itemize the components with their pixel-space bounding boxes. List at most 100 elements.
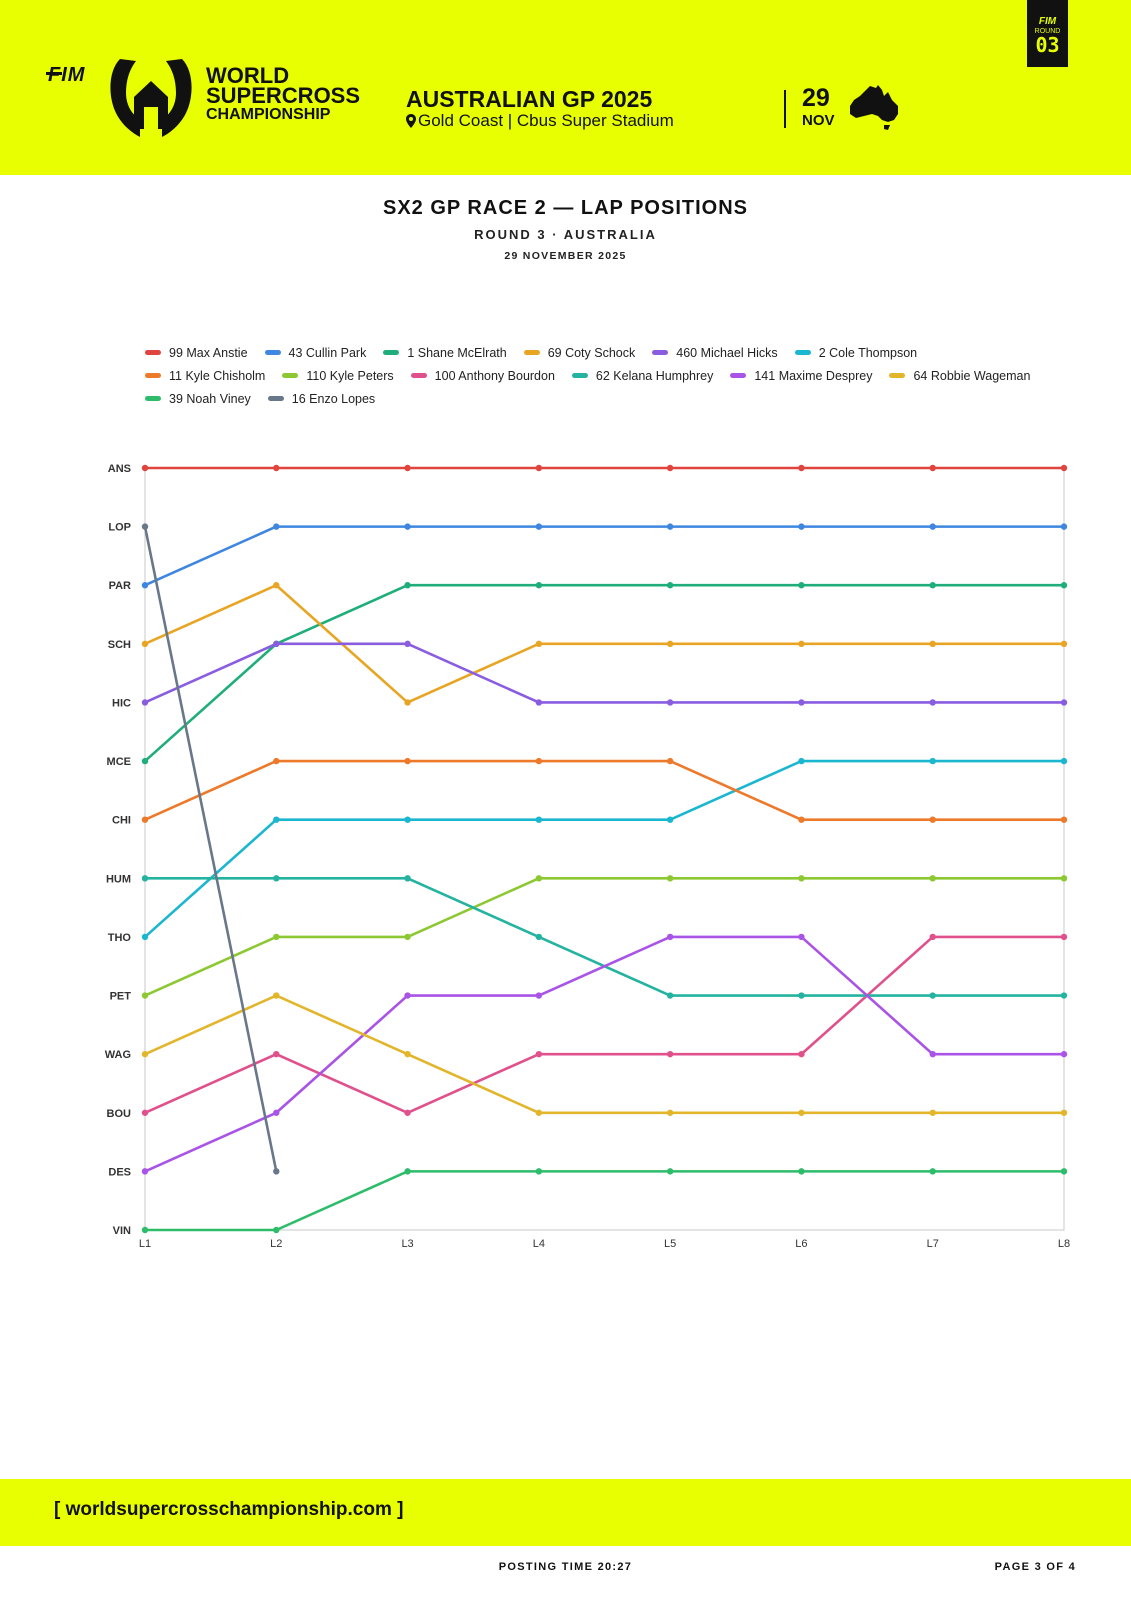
y-tick-label: LOP [108, 522, 131, 534]
y-tick-label: MCE [107, 756, 131, 768]
data-point [1060, 1168, 1068, 1175]
data-point [929, 816, 936, 823]
data-point [1060, 582, 1068, 589]
series-line [143, 642, 1066, 704]
series-name-line2: SUPERCROSS [206, 83, 361, 108]
date-day: 29 [802, 84, 830, 112]
data-point [535, 933, 543, 941]
data-point [273, 1050, 280, 1058]
legend-swatch [282, 373, 299, 378]
data-point [929, 933, 936, 941]
legend-label: 69 Coty Schock [547, 346, 636, 360]
y-tick-label: ANS [108, 463, 131, 475]
data-point [929, 1168, 936, 1175]
y-tick-label: PAR [109, 580, 131, 592]
y-tick-label: SCH [108, 639, 131, 651]
data-point [141, 1168, 149, 1175]
footer-url[interactable]: [ worldsupercrosschampionship.com ] [54, 1499, 404, 1520]
legend-item: 64 Robbie Wageman [889, 367, 1030, 390]
y-tick-label: BOU [107, 1108, 132, 1120]
legend-swatch [145, 350, 161, 355]
data-point [666, 1109, 674, 1116]
data-point [404, 992, 411, 999]
y-tick-label: PET [110, 991, 132, 1003]
data-point [141, 1050, 149, 1058]
data-point [141, 992, 149, 999]
data-point [404, 699, 411, 706]
event-title: AUSTRALIAN GP 2025 [406, 86, 653, 112]
data-point [929, 757, 936, 765]
header-divider [784, 90, 786, 128]
data-point [1060, 699, 1068, 706]
data-point [1060, 816, 1068, 823]
legend-swatch [652, 350, 669, 355]
data-point [798, 1109, 805, 1116]
fim-logo: FIM [45, 64, 86, 86]
legend-swatch [794, 350, 811, 355]
data-point [798, 640, 805, 648]
data-point [404, 875, 411, 882]
legend-label: 1 Shane McElrath [407, 346, 507, 360]
data-point [273, 1168, 280, 1175]
data-point [929, 875, 936, 882]
data-point [798, 816, 805, 823]
data-point [798, 933, 805, 941]
legend-item: 460 Michael Hicks [652, 344, 778, 367]
series-name: WORLD SUPERCROSS CHAMPIONSHIP [206, 65, 361, 124]
data-point [1060, 640, 1068, 648]
data-point [535, 1109, 543, 1116]
legend-label: 100 Anthony Bourdon [434, 369, 555, 383]
legend-label: 62 Kelana Humphrey [595, 369, 714, 383]
legend-item: 69 Coty Schock [523, 344, 636, 367]
header-band: FIM WORLD SUPERCROSS CHAMPIONSHIP AUSTRA… [0, 0, 1131, 175]
data-point [141, 464, 149, 472]
data-point [404, 1109, 411, 1116]
data-point [798, 464, 805, 472]
data-point [535, 1168, 543, 1175]
data-point [404, 816, 411, 823]
chart-subtitle: ROUND 3 · AUSTRALIA [474, 227, 657, 242]
data-point [535, 523, 543, 530]
data-point [535, 464, 543, 472]
data-point [535, 816, 543, 823]
data-point [1060, 523, 1068, 530]
data-point [273, 640, 280, 648]
data-point [1060, 875, 1068, 882]
data-point [273, 582, 280, 589]
page-number: PAGE 3 OF 4 [994, 1561, 1076, 1573]
data-point [929, 1109, 936, 1116]
lap-positions-chart: ANS LOP PAR SCH HIC MCE CHI HUM THO PET WAG BOU DES V… [105, 463, 1070, 1250]
data-point [798, 875, 805, 882]
y-tick-label: HUM [106, 873, 131, 885]
data-point [798, 1168, 805, 1175]
data-point [404, 523, 411, 530]
data-point [929, 464, 936, 472]
legend-swatch [383, 350, 400, 355]
posting-time: POSTING TIME 20:27 [498, 1561, 633, 1573]
legend-swatch [730, 373, 747, 378]
chart-title: SX2 GP RACE 2 — LAP POSITIONS [382, 197, 748, 219]
data-point [798, 582, 805, 589]
data-point [141, 699, 149, 706]
round-badge-label: ROUND [1034, 28, 1061, 35]
data-point [929, 523, 936, 530]
series-line [143, 877, 1066, 997]
chart-legend: 99 Max Anstie 43 Cullin Park 1 Shane McElr… [145, 344, 1065, 413]
data-point [404, 757, 411, 765]
legend-swatch [523, 350, 540, 355]
series-line [143, 935, 1066, 1173]
data-point [666, 640, 674, 648]
data-point [1060, 933, 1068, 941]
data-point [273, 1109, 280, 1116]
data-point [666, 582, 674, 589]
date-month: NOV [802, 112, 835, 129]
round-badge: FIM ROUND 03 [1027, 0, 1068, 67]
legend-item: 11 Kyle Chisholm [145, 367, 265, 390]
legend-swatch [145, 373, 161, 378]
data-point [273, 757, 280, 765]
data-point [273, 523, 280, 530]
legend-label: 99 Max Anstie [169, 346, 248, 360]
data-point [666, 1050, 674, 1058]
chart-date: 29 NOVEMBER 2025 [504, 250, 627, 262]
data-point [273, 933, 280, 941]
